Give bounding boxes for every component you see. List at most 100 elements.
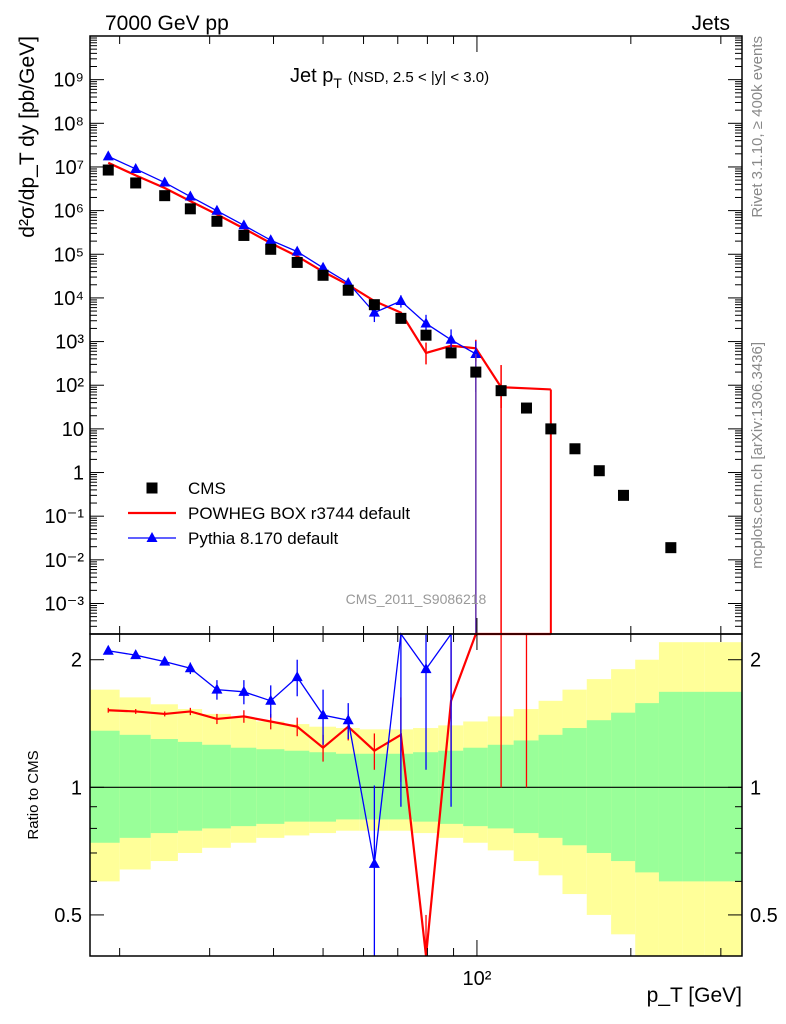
ratio-y-axis-label: Ratio to CMS [25,750,42,839]
pythia-point [265,234,277,245]
pythia-ratio-point [130,649,142,660]
pythia-ratio-point [211,683,223,694]
analysis-tag: CMS_2011_S9086218 [346,591,487,607]
pythia-point [420,317,432,328]
pythia-ratio-point [159,655,171,666]
y-axis-label: d²σ/dp_T dy [pb/GeV] [16,36,39,238]
cms-point [520,402,532,414]
mcplots-label: mcplots.cern.ch [arXiv:1306.3436] [749,342,766,569]
uncertainty-band-green-bin [336,753,360,820]
pythia-point [445,333,457,344]
uncertainty-band-green-bin [177,741,203,831]
header-right: Jets [691,12,730,35]
main-plot: 10⁻³10⁻²10⁻¹11010²10³10⁴10⁵10⁶10⁷10⁸10⁹ … [16,35,743,635]
pythia-point [211,204,223,215]
legend-label: CMS [188,479,226,498]
legend-marker-cms [146,482,158,494]
ratio-y-tick-label-right: 0.5 [750,905,778,927]
cms-point [317,269,329,281]
legend-label: Pythia 8.170 default [188,529,339,548]
plot-title-sub: T [333,75,342,91]
cms-point [342,284,354,296]
y-tick-label: 10⁻¹ [45,506,85,528]
pythia-ratio-point [265,694,277,705]
uncertainty-band-green-bin [682,691,705,882]
y-tick-label: 10⁷ [55,157,84,179]
ratio-plot: 10² 0.5 0.5 1 1 2 2 Ratio to CMS p_T [GeV] [25,632,778,1007]
uncertainty-band-green-bin [658,691,683,882]
cms-point [265,243,277,255]
cms-point [130,177,142,189]
ratio-y-tick-label: 1 [71,777,82,799]
cms-point [617,489,629,501]
y-tick-label: 1 [73,463,84,485]
powheg-line [107,161,551,391]
cms-point [445,347,457,359]
cms-point [184,203,196,215]
uncertainty-band-green-bin [119,734,151,838]
header-left: 7000 GeV pp [105,12,229,35]
cms-point [238,229,250,241]
uncertainty-band-green-bin [538,734,563,838]
pythia-point [130,162,142,173]
cms-point [291,256,303,268]
cms-point [159,190,171,202]
pythia-point [184,190,196,201]
y-tick-label: 10⁸ [53,113,84,135]
uncertainty-band-green-bin [256,749,285,824]
pythia-ratio-point [184,662,196,673]
y-tick-label: 10 [62,419,84,441]
y-tick-label: 10⁹ [53,70,84,92]
uncertainty-band-green-bin [586,720,612,853]
ratio-plot-frame [89,633,743,957]
y-tick-label: 10⁵ [53,244,84,266]
y-tick-label: 10³ [55,332,84,354]
pythia-ratio-point [342,714,354,725]
x-axis-label: p_T [GeV] [647,984,742,1007]
legend-label: POWHEG BOX r3744 default [188,504,410,523]
pythia-point [317,261,329,272]
rivet-label: Rivet 3.1.10, ≥ 400k events [749,36,766,218]
uncertainty-band-green-bin [284,750,310,822]
plot-title: Jet pT (NSD, 2.5 < |y| < 3.0) [290,65,489,91]
y-tick-label: 10⁻² [45,550,85,572]
pythia-point [395,294,407,305]
plot-title-main: Jet p [290,65,333,87]
plot-title-cut: (NSD, 2.5 < |y| < 3.0) [348,69,489,86]
pythia-ratio-point [317,709,329,720]
pythia-point [291,245,303,256]
ratio-y-tick-label-right: 2 [750,650,761,672]
uncertainty-band-green-bin [150,739,178,834]
cms-point [545,423,557,435]
x-tick-label: 10² [462,968,491,990]
ratio-y-tick-label: 2 [71,650,82,672]
cms-point [102,164,114,176]
pythia-ratio-point [102,644,114,655]
cms-point [211,215,223,227]
pythia-point [238,219,250,230]
cms-point [395,312,407,324]
cms-point [569,443,581,455]
pythia-ratio-line [108,632,452,864]
pythia-ratio-point [291,671,303,682]
cms-point [420,329,432,341]
y-tick-label: 10² [55,375,84,397]
pythia-point [470,347,482,358]
legend: CMS POWHEG BOX r3744 default Pythia 8.170 … [128,479,410,548]
pythia-ratio-point [368,857,380,868]
cms-point [368,299,380,311]
uncertainty-band-green-bin [202,744,231,829]
ratio-y-tick-label: 0.5 [54,905,82,927]
pythia-point [159,176,171,187]
cms-point [495,385,507,397]
pythia-point [342,276,354,287]
y-tick-label: 10⁴ [53,288,84,310]
cms-point [470,366,482,378]
pythia-point [368,306,380,317]
y-tick-label: 10⁶ [54,201,84,223]
uncertainty-band-green-bin [562,728,587,846]
pythia-ratio-point [238,685,250,696]
ratio-y-tick-label-right: 1 [750,777,761,799]
pythia-ratio-point [420,663,432,674]
